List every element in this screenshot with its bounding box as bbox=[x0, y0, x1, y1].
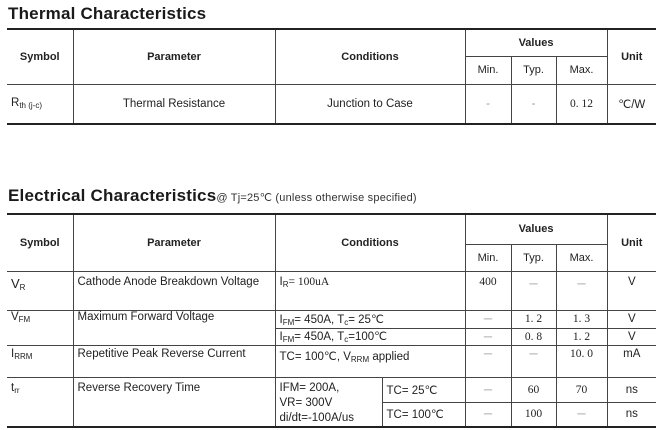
thermal-title: Thermal Characteristics bbox=[8, 4, 207, 23]
conditions: IR= 100uA bbox=[274, 270, 466, 311]
max: 1. 2 bbox=[555, 327, 608, 346]
symbol: IRRM bbox=[7, 344, 74, 378]
unit: ℃/W bbox=[606, 83, 657, 125]
temperature-condition: TC= 25℃ bbox=[381, 376, 466, 403]
conditions: Junction to Case bbox=[274, 83, 466, 125]
conditions: IFM= 450A, Tc=100℃ bbox=[275, 327, 466, 346]
max: 10. 0 bbox=[555, 344, 608, 378]
header-parameter: Parameter bbox=[72, 28, 276, 85]
condition-line: di/dt=-100A/us bbox=[279, 411, 354, 424]
header-max: Max. bbox=[555, 243, 608, 272]
min: － bbox=[464, 327, 512, 346]
parameter: Cathode Anode Breakdown Voltage bbox=[72, 270, 276, 311]
unit: V bbox=[606, 270, 657, 311]
max: 0. 12 bbox=[555, 83, 608, 125]
table-row: VFM Maximum Forward Voltage IFM= 450A, T… bbox=[7, 309, 657, 346]
max: － bbox=[555, 401, 608, 428]
header-min: Min. bbox=[465, 243, 512, 272]
condition-line: VR= 300V bbox=[279, 396, 333, 409]
max: 1. 3 bbox=[555, 309, 608, 329]
parameter: Thermal Resistance bbox=[72, 83, 276, 125]
typ: 1. 2 bbox=[510, 309, 557, 329]
unit: ns bbox=[606, 401, 657, 428]
thermal-table: Symbol Parameter Conditions Values Unit … bbox=[7, 28, 657, 125]
typ: 100 bbox=[510, 401, 557, 428]
table-row: IRRM Repetitive Peak Reverse Current TC=… bbox=[7, 344, 657, 378]
temperature-condition: TC= 100℃ bbox=[382, 401, 466, 428]
typ: － bbox=[510, 344, 557, 378]
min: － bbox=[464, 401, 512, 428]
table-row: TC= 100℃ － 100 － ns bbox=[7, 401, 657, 428]
header-symbol: Symbol bbox=[7, 213, 74, 272]
conditions: IFM= 450A, Tc= 25℃ bbox=[274, 309, 466, 329]
symbol: VFM bbox=[7, 309, 74, 346]
max: － bbox=[555, 270, 608, 311]
min: － bbox=[464, 344, 512, 378]
header-conditions: Conditions bbox=[274, 213, 466, 272]
unit: mA bbox=[606, 344, 657, 378]
table-row: trr Reverse Recovery Time IFM= 200A, VR=… bbox=[7, 376, 657, 428]
min: － bbox=[464, 309, 512, 329]
unit: ns bbox=[606, 376, 657, 403]
header-unit: Unit bbox=[606, 213, 657, 272]
header-symbol: Symbol bbox=[7, 28, 74, 85]
condition-line: IFM= 200A, bbox=[279, 381, 340, 394]
electrical-title: Electrical Characteristics@ Tj=25℃ (unle… bbox=[8, 186, 417, 205]
symbol: Rth (j-c) bbox=[7, 83, 74, 125]
unit: V bbox=[606, 327, 657, 346]
typ: - bbox=[510, 83, 557, 125]
conditions: IFM= 200A, VR= 300V di/dt=-100A/us bbox=[274, 376, 383, 428]
header-unit: Unit bbox=[606, 28, 657, 85]
conditions: TC= 100℃, VRRM applied bbox=[274, 344, 466, 378]
symbol: VR bbox=[7, 270, 74, 311]
typ: 0. 8 bbox=[510, 327, 557, 346]
header-conditions: Conditions bbox=[274, 28, 466, 85]
min: - bbox=[464, 83, 512, 125]
header-max: Max. bbox=[555, 55, 608, 85]
typ: 60 bbox=[510, 376, 557, 403]
parameter: Maximum Forward Voltage bbox=[72, 309, 276, 346]
header-values: Values bbox=[464, 28, 608, 57]
header-min: Min. bbox=[465, 55, 512, 85]
header-values: Values bbox=[464, 213, 608, 245]
electrical-table: Symbol Parameter Conditions Values Unit … bbox=[7, 213, 657, 428]
unit: V bbox=[606, 309, 657, 329]
table-row: VR Cathode Anode Breakdown Voltage IR= 1… bbox=[7, 270, 657, 311]
typ: － bbox=[510, 270, 557, 311]
header-parameter: Parameter bbox=[72, 213, 276, 272]
parameter: Repetitive Peak Reverse Current bbox=[72, 344, 276, 378]
header-typ: Typ. bbox=[510, 55, 557, 85]
conditions-note: @ Tj=25℃ (unless otherwise specified) bbox=[216, 192, 417, 204]
header-typ: Typ. bbox=[510, 243, 557, 272]
min: － bbox=[464, 376, 512, 403]
min: 400 bbox=[464, 270, 512, 311]
symbol: trr bbox=[7, 376, 74, 428]
table-row: Rth (j-c) Thermal Resistance Junction to… bbox=[7, 83, 657, 125]
max: 70 bbox=[555, 376, 608, 403]
parameter: Reverse Recovery Time bbox=[72, 376, 276, 428]
